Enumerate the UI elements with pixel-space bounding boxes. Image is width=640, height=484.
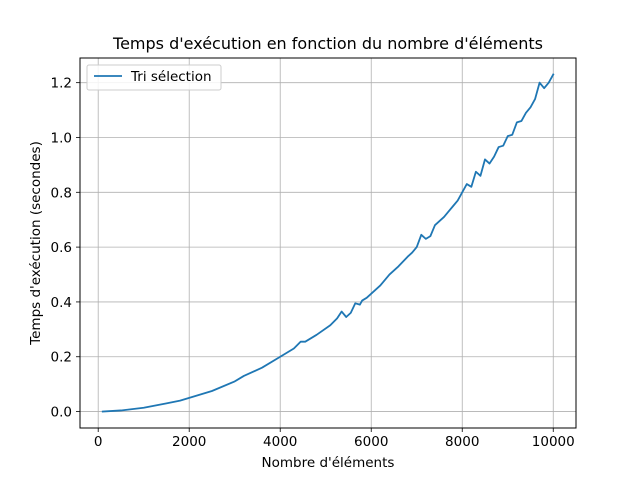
- x-tick-label: 4000: [263, 434, 297, 450]
- x-axis-label: Nombre d'éléments: [262, 455, 395, 471]
- chart-title: Temps d'exécution en fonction du nombre …: [112, 34, 543, 53]
- y-tick-label: 0.6: [51, 240, 72, 256]
- legend: Tri sélection: [86, 64, 222, 91]
- y-axis-label: Temps d'exécution (secondes): [28, 141, 44, 346]
- series-layer: [101, 73, 555, 413]
- x-tick-label: 2000: [172, 434, 206, 450]
- y-tick-label: 0.2: [51, 350, 72, 366]
- y-axis-ticks: 0.0 0.2 0.4 0.6 0.8 1.0 1.2: [51, 76, 80, 421]
- x-tick-label: 0: [94, 434, 103, 450]
- x-axis-ticks: 0 2000 4000 6000 8000 10000: [94, 428, 575, 450]
- x-tick-label: 10000: [532, 434, 575, 450]
- y-tick-label: 0.4: [51, 295, 72, 311]
- y-tick-label: 0.0: [51, 405, 72, 421]
- y-tick-label: 0.8: [51, 185, 72, 201]
- legend-box: [86, 64, 222, 91]
- grid: [80, 58, 576, 428]
- y-tick-label: 1.2: [51, 76, 72, 92]
- x-tick-label: 6000: [354, 434, 388, 450]
- y-tick-label: 1.0: [51, 130, 72, 146]
- legend-label: Tri sélection: [130, 69, 212, 85]
- x-tick-label: 8000: [445, 434, 479, 450]
- axes-frame: [79, 57, 577, 429]
- series-line: [101, 73, 555, 413]
